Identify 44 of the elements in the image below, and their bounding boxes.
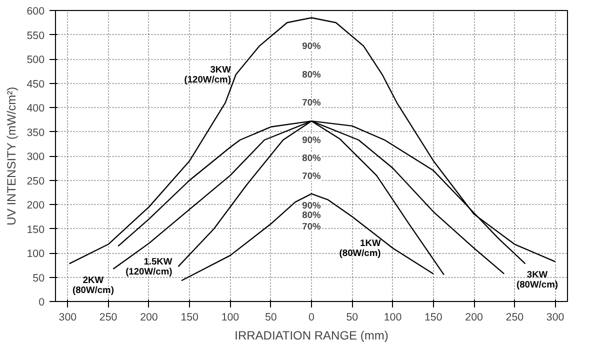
x-tick-label: 100 [384,312,402,324]
annotation: 90% [302,200,322,210]
series-label: 2KW (80W/cm) [72,275,114,296]
y-tick-label: 450 [26,78,45,90]
y-tick-label: 350 [26,126,45,139]
annotation: 70% [302,170,322,181]
annotation: 70% [302,98,322,108]
x-tick-label: 150 [424,312,442,324]
annotation: 80% [302,210,322,220]
annotation: 80% [302,152,322,163]
x-tick-label: 50 [264,312,277,324]
line-series [180,193,434,282]
x-axis-title: IRRADIATION RANGE (mm) [234,328,388,342]
annotation: 90% [302,134,322,145]
y-tick-label: 400 [26,102,45,114]
x-tick-label: 0 [308,312,315,324]
x-tick-label: 100 [221,312,240,324]
x-tick-label: 50 [346,312,358,324]
x-tick-label: 300 [546,312,564,324]
series-label: 1.5KW (120W/cm) [126,256,172,277]
y-tick-label: 600 [26,6,45,18]
x-tick-label: 250 [506,312,524,324]
annotation: 70% [302,221,322,232]
y-tick-label: 100 [26,248,45,260]
x-tick-label: 250 [99,312,118,324]
series-label: 3KW (80W/cm) [516,270,558,290]
annotation: 80% [302,70,322,80]
annotation: 90% [302,40,322,51]
y-tick-label: 550 [26,30,45,42]
x-tick-label: 300 [58,312,77,324]
series-label: 3KW (120W/cm) [184,64,232,85]
series-label: 1KW (80W/cm) [339,238,381,258]
y-tick-label: 50 [32,272,45,284]
y-tick-label: 250 [26,175,45,188]
x-tick-label: 150 [180,312,199,324]
y-tick-label: 200 [26,200,45,212]
line-series [68,17,556,264]
y-axis-title: UV INTENSITY (mW/cm²) [4,86,19,226]
x-tick-label: 200 [465,312,484,324]
y-tick-label: 0 [38,296,45,308]
y-tick-label: 500 [26,54,45,66]
y-tick-label: 150 [26,224,45,236]
x-tick-label: 200 [140,312,158,324]
y-tick-label: 300 [26,151,45,163]
